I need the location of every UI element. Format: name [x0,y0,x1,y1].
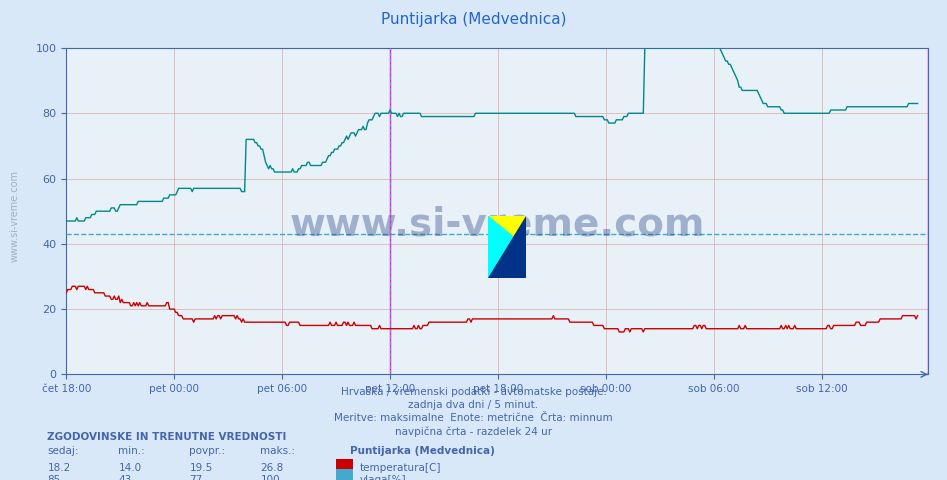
Text: 19.5: 19.5 [189,463,213,473]
Polygon shape [488,216,526,247]
Text: Meritve: maksimalne  Enote: metrične  Črta: minnum: Meritve: maksimalne Enote: metrične Črta… [334,413,613,423]
Text: 85: 85 [47,475,61,480]
Text: Puntijarka (Medvednica): Puntijarka (Medvednica) [350,446,495,456]
Polygon shape [488,216,526,278]
Polygon shape [488,216,526,278]
Text: 77: 77 [189,475,203,480]
Text: 100: 100 [260,475,280,480]
Text: 26.8: 26.8 [260,463,284,473]
Text: www.si-vreme.com: www.si-vreme.com [9,170,20,262]
Text: www.si-vreme.com: www.si-vreme.com [290,205,705,243]
Text: 14.0: 14.0 [118,463,141,473]
Text: temperatura[C]: temperatura[C] [360,463,441,473]
Text: povpr.:: povpr.: [189,446,225,456]
Text: Puntijarka (Medvednica): Puntijarka (Medvednica) [381,12,566,27]
Text: navpična črta - razdelek 24 ur: navpična črta - razdelek 24 ur [395,427,552,437]
Text: min.:: min.: [118,446,145,456]
Text: vlaga[%]: vlaga[%] [360,475,406,480]
Text: zadnja dva dni / 5 minut.: zadnja dva dni / 5 minut. [408,400,539,410]
Text: Hrvaška / vremenski podatki - avtomatske postaje.: Hrvaška / vremenski podatki - avtomatske… [341,386,606,397]
Text: maks.:: maks.: [260,446,295,456]
Text: 43: 43 [118,475,132,480]
Text: ZGODOVINSKE IN TRENUTNE VREDNOSTI: ZGODOVINSKE IN TRENUTNE VREDNOSTI [47,432,287,442]
Text: 18.2: 18.2 [47,463,71,473]
Text: sedaj:: sedaj: [47,446,79,456]
